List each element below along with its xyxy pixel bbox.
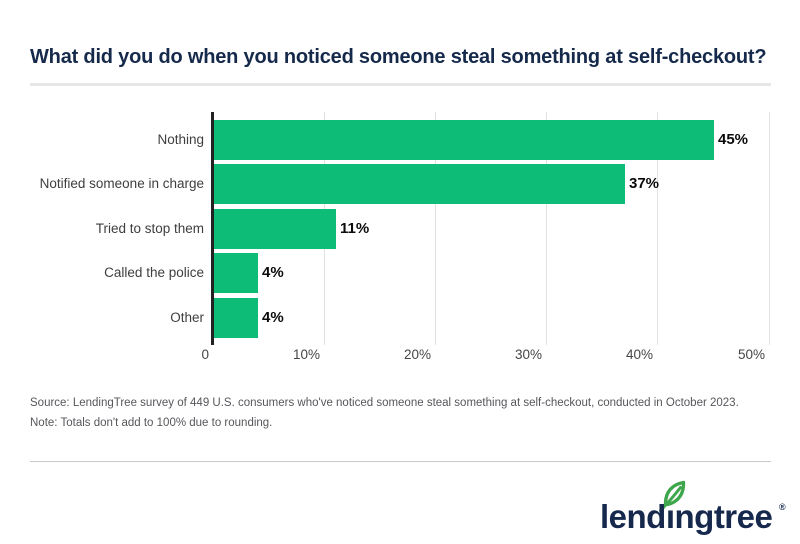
bar — [214, 209, 336, 249]
value-label: 4% — [262, 309, 284, 326]
value-label: 4% — [262, 264, 284, 281]
x-tick-label: 20% — [403, 347, 431, 362]
source-note-block: Source: LendingTree survey of 449 U.S. c… — [30, 393, 775, 433]
bar-chart: Nothing 45% Notified someone in charge 37% T… — [0, 112, 800, 372]
category-label: Other — [170, 310, 204, 325]
footer-divider — [30, 461, 771, 462]
category-label: Called the police — [104, 265, 204, 280]
x-tick-label: 0 — [201, 347, 209, 362]
bar — [214, 120, 714, 160]
lendingtree-logo: lendıngtree ® — [600, 478, 800, 540]
gridline — [435, 112, 436, 345]
page-title: What did you do when you noticed someone… — [30, 46, 767, 68]
source-text: Source: LendingTree survey of 449 U.S. c… — [30, 397, 739, 409]
bar — [214, 253, 258, 293]
x-tick-label: 30% — [514, 347, 542, 362]
x-tick-label: 10% — [292, 347, 320, 362]
gridline — [769, 112, 770, 345]
bar — [214, 298, 258, 338]
logo-wordmark: lendıngtree — [600, 498, 773, 535]
bar — [214, 164, 625, 204]
note-text: Note: Totals don't add to 100% due to ro… — [30, 417, 273, 429]
x-tick-label: 50% — [737, 347, 765, 362]
leaf-icon — [657, 478, 687, 517]
y-axis-line — [211, 112, 214, 345]
value-label: 37% — [629, 175, 660, 192]
value-label: 45% — [718, 131, 749, 148]
category-label: Nothing — [157, 132, 204, 147]
gridline — [657, 112, 658, 345]
category-label: Notified someone in charge — [39, 176, 204, 191]
x-tick-label: 40% — [625, 347, 653, 362]
category-label: Tried to stop them — [95, 221, 204, 236]
title-divider — [30, 83, 771, 86]
gridline — [546, 112, 547, 345]
value-label: 11% — [340, 220, 370, 237]
registered-mark: ® — [779, 502, 786, 512]
